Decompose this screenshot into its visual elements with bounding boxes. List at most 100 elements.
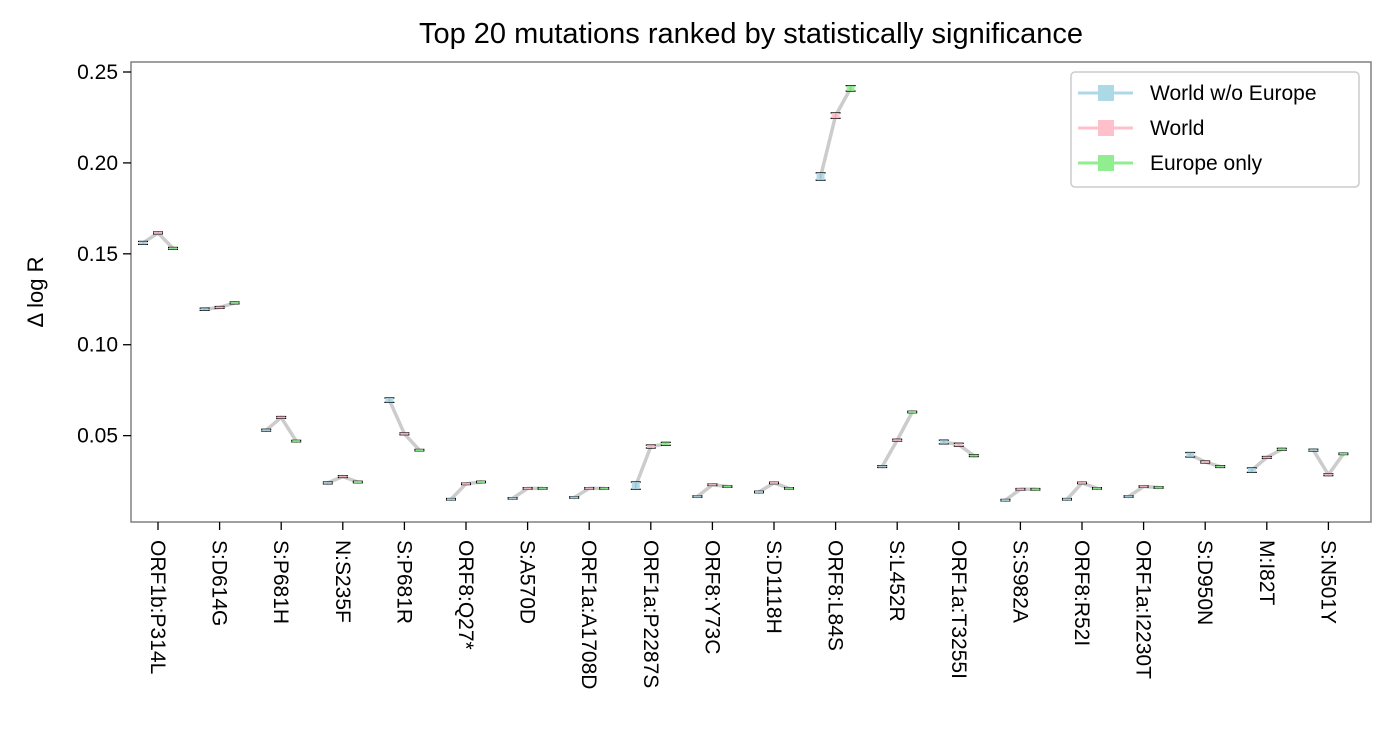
point-2-11: [845, 84, 856, 92]
point-marker: [939, 440, 948, 444]
point-2-15: [1092, 486, 1102, 490]
point-marker: [1154, 486, 1163, 489]
point-marker: [1309, 449, 1318, 452]
point-1-19: [1323, 473, 1334, 477]
legend: World w/o Europe World Europe only: [1070, 71, 1360, 188]
point-marker: [1124, 495, 1133, 498]
point-marker: [969, 454, 978, 457]
connector-11: [818, 86, 853, 179]
point-marker: [600, 487, 609, 490]
point-0-5: [446, 497, 456, 501]
connector-0: [141, 231, 175, 251]
legend-frame: [1070, 71, 1360, 188]
point-2-6: [537, 486, 548, 490]
point-2-7: [599, 486, 610, 490]
point-marker: [1001, 499, 1010, 502]
connector-8: [634, 442, 668, 488]
point-0-12: [877, 464, 888, 469]
point-2-0: [168, 246, 178, 250]
x-tick-label-1: S:D614G: [208, 540, 231, 626]
point-marker: [723, 485, 732, 488]
point-1-2: [276, 415, 287, 420]
point-1-18: [1261, 455, 1272, 460]
x-tick-label-16: ORF1a:I2230T: [1132, 540, 1155, 679]
point-2-5: [476, 480, 486, 484]
point-marker: [169, 247, 177, 250]
y-tick-label-4: 0.25: [77, 61, 118, 84]
connector-18: [1250, 447, 1284, 472]
point-0-4: [384, 397, 395, 404]
point-marker: [338, 475, 347, 478]
point-marker: [230, 301, 239, 304]
connector-15: [1065, 481, 1099, 502]
point-0-7: [569, 496, 580, 499]
point-marker: [1339, 452, 1348, 455]
x-tick-label-19: S:N501Y: [1316, 540, 1339, 624]
point-marker: [538, 487, 547, 490]
point-marker: [631, 482, 640, 490]
point-marker: [770, 481, 778, 484]
point-0-6: [507, 496, 518, 500]
legend-label: World w/o Europe: [1150, 82, 1317, 105]
point-0-15: [1062, 497, 1072, 501]
point-1-11: [830, 112, 841, 120]
legend-label: World: [1150, 117, 1204, 140]
point-2-10: [784, 486, 794, 490]
y-tick-label-1: 0.10: [77, 334, 118, 357]
x-tick-label-12: S:L452R: [885, 540, 908, 622]
x-tick-label-3: N:S235F: [331, 540, 354, 623]
connector-14: [1003, 487, 1038, 502]
x-tick-label-18: M:I82T: [1255, 540, 1278, 606]
point-marker: [447, 498, 455, 501]
point-1-12: [892, 438, 903, 442]
point-2-14: [1030, 487, 1041, 491]
point-marker: [1186, 452, 1195, 457]
point-2-12: [907, 410, 918, 414]
point-marker: [1277, 448, 1286, 451]
point-marker: [846, 85, 855, 92]
point-marker: [215, 306, 224, 309]
point-2-18: [1276, 447, 1287, 451]
point-marker: [1247, 468, 1256, 473]
point-marker: [570, 496, 579, 499]
y-tick-label-2: 0.15: [77, 243, 118, 266]
legend-marker: [1098, 120, 1114, 136]
point-marker: [385, 398, 394, 403]
x-tick-label-5: ORF8:Q27*: [454, 540, 477, 650]
point-marker: [415, 449, 424, 452]
point-marker: [1324, 473, 1333, 476]
point-1-10: [769, 481, 779, 485]
plot-frame: [130, 61, 1372, 523]
x-tick-label-6: S:A570D: [516, 540, 539, 624]
point-1-14: [1015, 487, 1026, 491]
x-tick-label-15: ORF8:R52I: [1070, 540, 1093, 646]
point-1-7: [584, 486, 595, 490]
point-marker: [1031, 488, 1040, 491]
point-2-9: [722, 485, 733, 488]
point-2-16: [1153, 486, 1164, 489]
point-0-14: [1000, 498, 1011, 502]
point-1-6: [522, 486, 533, 490]
legend-marker: [1098, 85, 1114, 101]
point-marker: [708, 483, 717, 486]
point-2-1: [229, 301, 240, 305]
point-marker: [908, 411, 917, 413]
point-2-13: [968, 454, 979, 458]
point-marker: [1016, 488, 1025, 491]
legend-item-0: World w/o Europe: [1078, 82, 1317, 105]
point-2-4: [414, 448, 425, 452]
legend-item-1: World: [1078, 117, 1204, 140]
x-tick-label-2: S:P681H: [269, 540, 292, 624]
point-marker: [1063, 498, 1071, 501]
point-marker: [292, 440, 301, 443]
point-marker: [1201, 461, 1210, 463]
x-axis: ORF1b:P314L S:D614G S:P681H N:S235F S:P681R O…: [146, 522, 1339, 689]
point-marker: [262, 429, 271, 432]
point-2-3: [352, 480, 363, 484]
point-0-2: [261, 428, 272, 432]
point-marker: [954, 443, 963, 447]
point-marker: [1093, 487, 1101, 490]
point-0-17: [1185, 451, 1196, 458]
point-marker: [585, 487, 594, 490]
point-1-15: [1077, 481, 1087, 485]
